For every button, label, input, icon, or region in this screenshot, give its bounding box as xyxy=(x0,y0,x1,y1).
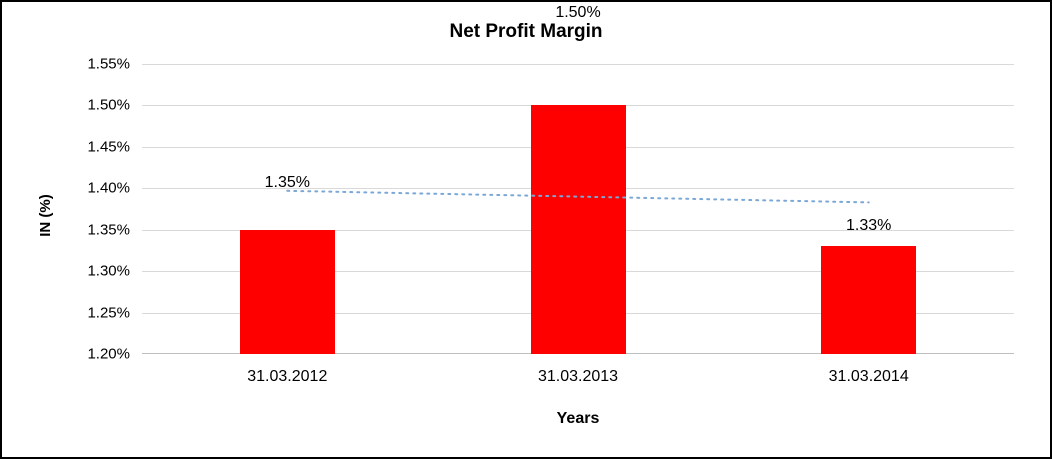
bar-31.03.2013 xyxy=(530,105,626,354)
y-tick-label: 1.30% xyxy=(87,262,130,280)
chart-title: Net Profit Margin xyxy=(449,21,603,42)
gridline xyxy=(142,64,1014,65)
y-tick-label: 1.35% xyxy=(87,221,130,239)
y-tick-label: 1.20% xyxy=(87,345,130,363)
y-tick-label: 1.50% xyxy=(87,96,130,114)
y-tick-label: 1.40% xyxy=(87,179,130,197)
bar-31.03.2014 xyxy=(821,246,917,354)
x-tick-label: 31.03.2014 xyxy=(828,368,909,385)
plot-area: 1.20% 1.25% 1.30% 1.35% 1.40% 1.45% 1.50% 1.55%… xyxy=(87,4,1014,385)
trendline xyxy=(286,189,870,204)
bar-31.03.2012 xyxy=(239,229,335,354)
y-axis-title: IN (%) xyxy=(36,194,54,237)
x-axis-title: Years xyxy=(556,410,600,427)
x-tick-label: 31.03.2012 xyxy=(247,368,328,385)
data-label-31.03.2013: 1.50% xyxy=(555,4,601,21)
x-tick-label: 31.03.2013 xyxy=(537,368,619,385)
data-label-31.03.2014: 1.33% xyxy=(846,217,892,234)
y-tick-label: 1.45% xyxy=(87,138,130,156)
data-label-31.03.2012: 1.35% xyxy=(264,174,310,191)
y-tick-label: 1.55% xyxy=(87,55,130,73)
y-tick-label: 1.25% xyxy=(87,304,130,322)
